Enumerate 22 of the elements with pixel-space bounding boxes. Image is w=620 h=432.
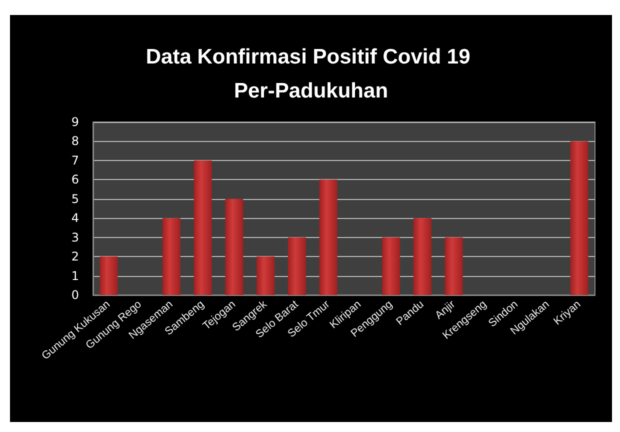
y-tick-label: 4 xyxy=(71,211,79,226)
bar xyxy=(225,198,244,295)
bar xyxy=(570,141,588,295)
bar xyxy=(194,160,212,295)
y-tick-label: 6 xyxy=(71,172,79,187)
y-tick-label: 0 xyxy=(71,288,79,302)
chart-title: Data Konfirmasi Positif Covid 19 Per-Padukuhan xyxy=(146,46,476,102)
bar xyxy=(162,218,180,295)
bar xyxy=(382,237,400,295)
bar xyxy=(288,237,306,295)
bar xyxy=(444,237,463,295)
bar xyxy=(319,180,338,295)
y-tick-label: 8 xyxy=(71,134,79,148)
y-tick-label: 9 xyxy=(71,115,79,129)
bar xyxy=(100,256,118,295)
y-tick-label: 3 xyxy=(71,230,79,244)
y-tick-label: 1 xyxy=(71,268,79,283)
bar xyxy=(256,256,275,295)
y-tick-label: 2 xyxy=(71,250,79,264)
y-tick-label: 7 xyxy=(71,153,79,168)
bar xyxy=(413,218,432,295)
y-tick-label: 5 xyxy=(71,192,79,206)
